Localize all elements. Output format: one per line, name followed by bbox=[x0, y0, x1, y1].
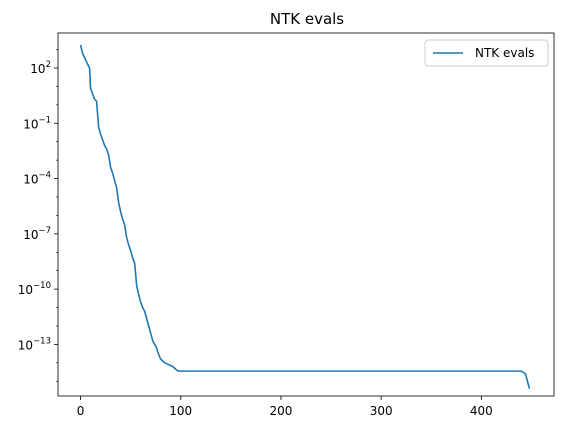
x-tick-label: 400 bbox=[470, 404, 493, 418]
series-layer bbox=[79, 44, 531, 389]
x-tick-label: 300 bbox=[370, 404, 393, 418]
x-tick-label: 200 bbox=[269, 404, 292, 418]
series-line bbox=[79, 44, 531, 389]
y-tick-exponent: −4 bbox=[38, 171, 51, 181]
y-tick-label: 10−1 bbox=[23, 115, 51, 131]
y-tick-label: 10−7 bbox=[23, 226, 51, 242]
y-tick-exponent: −10 bbox=[33, 281, 51, 291]
y-tick-base: 10 bbox=[23, 228, 38, 242]
y-tick-exponent: −7 bbox=[38, 226, 51, 236]
x-tick-label: 100 bbox=[169, 404, 192, 418]
x-axis-ticks: 0 100 200 300 400 bbox=[77, 396, 493, 418]
y-tick-label: 10−13 bbox=[18, 336, 51, 352]
y-tick-base: 10 bbox=[18, 283, 33, 297]
y-tick-exponent: 2 bbox=[46, 60, 51, 70]
y-tick-label: 10−4 bbox=[23, 171, 51, 187]
y-tick-exponent: −13 bbox=[33, 336, 51, 346]
legend: NTK evals bbox=[424, 39, 549, 67]
y-tick-base: 10 bbox=[23, 117, 38, 131]
legend-box bbox=[424, 39, 549, 67]
y-tick-base: 10 bbox=[30, 62, 45, 76]
y-tick-exponent: −1 bbox=[38, 115, 51, 125]
x-tick-label: 0 bbox=[77, 404, 85, 418]
y-tick-label: 10−10 bbox=[18, 281, 51, 297]
y-tick-base: 10 bbox=[18, 338, 33, 352]
plot-background bbox=[58, 33, 554, 396]
legend-label: NTK evals bbox=[475, 46, 534, 60]
chart-title: NTK evals bbox=[270, 10, 344, 28]
plot-frame bbox=[57, 32, 555, 397]
y-tick-label: 102 bbox=[30, 60, 51, 76]
y-tick-base: 10 bbox=[23, 173, 38, 187]
